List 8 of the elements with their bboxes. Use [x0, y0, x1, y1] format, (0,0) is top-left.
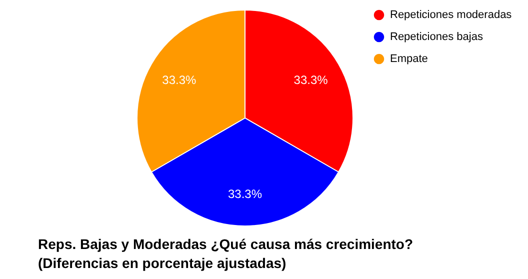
legend-label: Repeticiones moderadas — [390, 9, 512, 21]
text: (Diferencias en porcentaje ajustadas) — [38, 255, 286, 271]
legend-label: Empate — [390, 53, 428, 65]
data-label: 33.3% — [162, 73, 197, 87]
text: Reps. Bajas y Moderadas ¿Qué causa más crecimiento? — [38, 236, 414, 252]
legend-label: Repeticiones bajas — [390, 31, 484, 43]
data-label: 33.3% — [228, 187, 262, 201]
data-label: 33.3% — [294, 73, 328, 87]
